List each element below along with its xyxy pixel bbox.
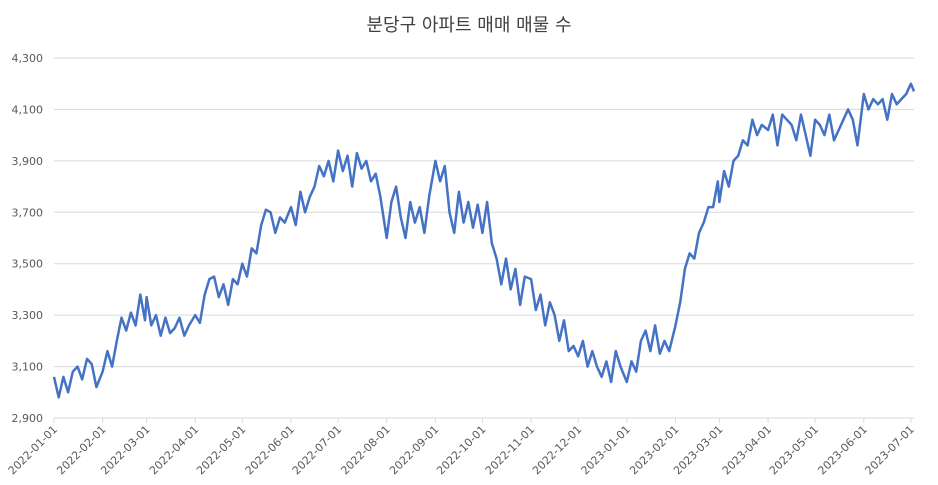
x-tick-label: 2023-06-01	[815, 423, 869, 477]
series-line	[52, 82, 916, 399]
x-tick-label: 2022-04-01	[147, 423, 201, 477]
y-tick-label: 3,100	[12, 361, 44, 374]
y-tick-label: 2,900	[12, 412, 44, 425]
y-tick-label: 3,500	[12, 258, 44, 271]
x-tick-label: 2022-05-01	[194, 423, 248, 477]
y-tick-label: 3,900	[12, 155, 44, 168]
x-tick-label: 2022-10-01	[434, 423, 488, 477]
x-tick-label: 2023-05-01	[767, 423, 821, 477]
x-tick-label: 2022-08-01	[338, 423, 392, 477]
x-tick-label: 2022-06-01	[243, 423, 297, 477]
x-tick-label: 2022-12-01	[530, 423, 584, 477]
x-tick-label: 2022-07-01	[290, 423, 344, 477]
x-tick-label: 2023-07-01	[863, 423, 917, 477]
y-tick-label: 4,300	[12, 52, 44, 65]
x-tick-label: 2022-09-01	[387, 423, 441, 477]
x-tick-label: 2022-01-01	[6, 423, 60, 477]
x-tick-label: 2023-01-01	[579, 423, 633, 477]
x-tick-label: 2022-11-01	[483, 423, 537, 477]
y-tick-label: 3,700	[12, 206, 44, 219]
x-tick-label: 2023-04-01	[720, 423, 774, 477]
chart-title: 분당구 아파트 매매 매물 수	[366, 15, 571, 36]
y-tick-label: 4,100	[12, 103, 44, 116]
y-tick-label: 3,300	[12, 309, 44, 322]
